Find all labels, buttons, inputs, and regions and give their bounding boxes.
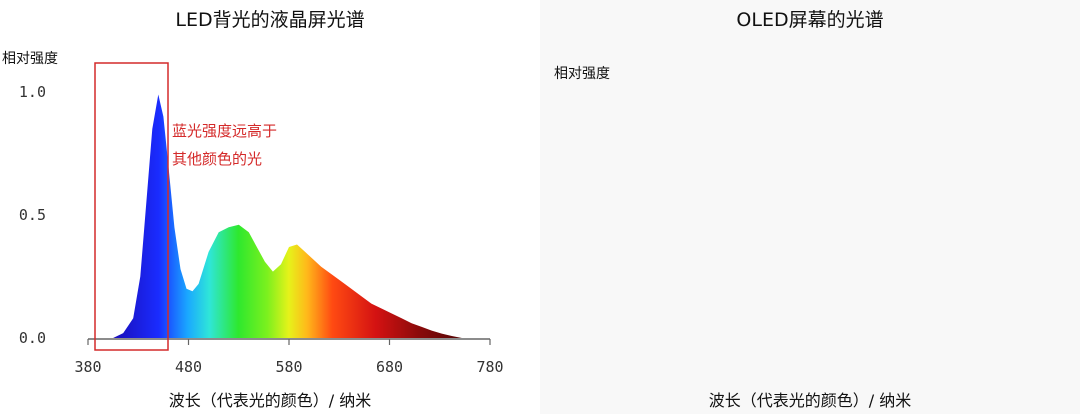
x-tick-label: 380 bbox=[74, 358, 101, 376]
chart-title: LED背光的液晶屏光谱 bbox=[175, 9, 365, 31]
oled-spectrum-panel: OLED屏幕的光谱 相对强度 3804805806807800.00.51.0各… bbox=[540, 0, 1080, 414]
y-axis-label: 相对强度 bbox=[554, 66, 610, 82]
x-tick-label: 780 bbox=[476, 358, 503, 376]
led-lcd-spectrum-panel: LED背光的液晶屏光谱 相对强度 380 480 580 680 780 0.0 0.5 1.… bbox=[2, 9, 504, 410]
y-tick-label: 0.0 bbox=[19, 329, 46, 347]
y-axis-label: 相对强度 bbox=[2, 51, 58, 67]
chart-title: OLED屏幕的光谱 bbox=[736, 9, 884, 31]
x-tick-label: 480 bbox=[175, 358, 202, 376]
spectrum-area bbox=[113, 94, 462, 338]
annotation-line-2: 其他颜色的光 bbox=[172, 150, 262, 168]
x-axis-label: 波长（代表光的颜色）/ 纳米 bbox=[168, 391, 372, 410]
x-axis-label: 波长（代表光的颜色）/ 纳米 bbox=[708, 391, 912, 410]
y-tick-label: 0.5 bbox=[19, 206, 46, 224]
x-tick-label: 680 bbox=[376, 358, 403, 376]
annotation-line-1: 蓝光强度远高于 bbox=[172, 122, 277, 140]
x-tick-label: 580 bbox=[275, 358, 302, 376]
highlight-box bbox=[94, 62, 169, 351]
y-tick-label: 1.0 bbox=[19, 83, 46, 101]
